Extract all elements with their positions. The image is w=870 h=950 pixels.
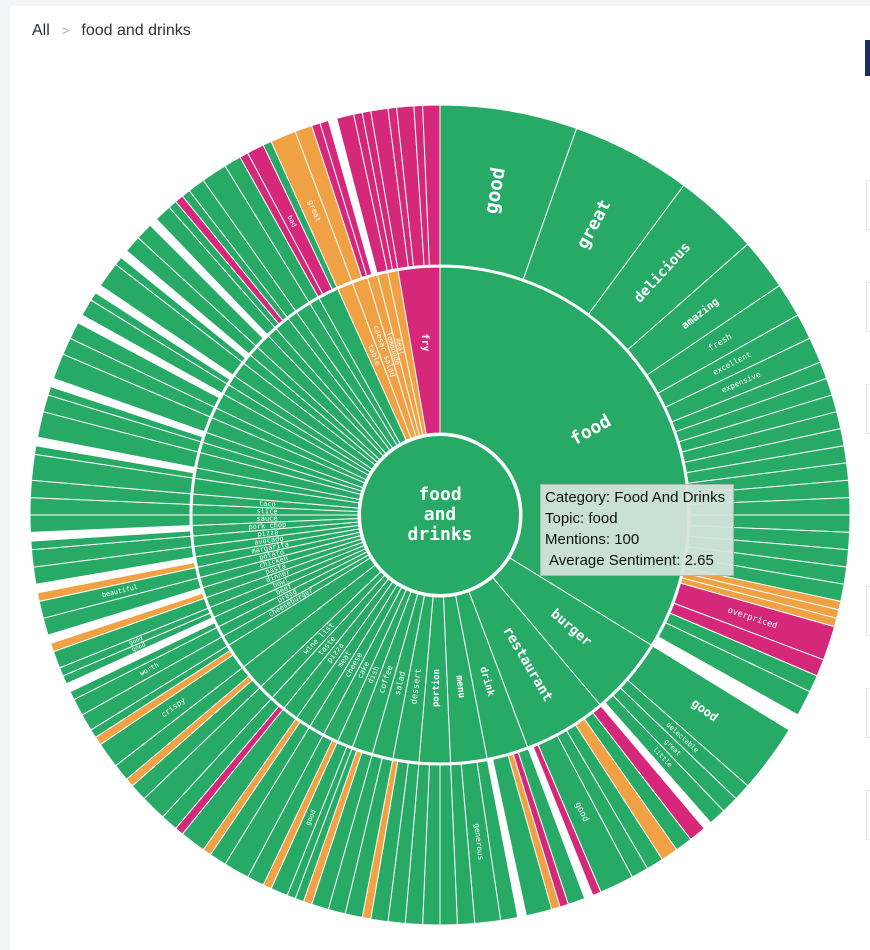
- word-slice: [532, 744, 602, 897]
- sidebar-card: [866, 688, 870, 738]
- sidebar-card: [866, 282, 870, 332]
- breadcrumb-current: food and drinks: [81, 22, 191, 39]
- word-slice: [137, 224, 264, 347]
- slice-label: sauce: [256, 514, 277, 522]
- tooltip-line: Average Sentiment: 2.65: [549, 552, 714, 569]
- slice-label: slice: [256, 507, 277, 515]
- word-slice: [69, 322, 220, 408]
- word-slice: [47, 386, 204, 443]
- word-slice: [30, 530, 192, 551]
- word-slice: [49, 592, 205, 653]
- sidebar-edge: [865, 40, 870, 76]
- slice-label: generous: [472, 823, 485, 861]
- word-slice: [29, 514, 191, 533]
- center-label: food: [418, 484, 461, 505]
- tooltip: Category: Food And Drinks Topic: food Me…: [540, 484, 735, 576]
- word-slice: [319, 119, 373, 277]
- breadcrumb-root[interactable]: All: [32, 22, 50, 39]
- tooltip-line: Category: Food And Drinks: [545, 489, 726, 506]
- word-slice: [422, 104, 441, 266]
- word-slice: [657, 622, 811, 716]
- slice-label: meal: [394, 338, 406, 356]
- slice-label: good: [129, 636, 144, 647]
- word-slice: [69, 622, 218, 701]
- slice-label: dessert: [409, 668, 424, 705]
- center-label: drinks: [407, 524, 472, 545]
- sidebar-card: [866, 384, 870, 434]
- word-slice: [492, 754, 553, 917]
- sidebar-card: [866, 586, 870, 636]
- slice-label: fry: [419, 333, 431, 352]
- breadcrumb: All > food and drinks: [32, 22, 191, 40]
- tooltip-line: Mentions: 100: [545, 531, 640, 548]
- slice-label: good: [131, 642, 146, 653]
- center-label: and: [424, 504, 457, 525]
- word-slice: [36, 561, 197, 602]
- tooltip-line: Topic: food: [545, 510, 618, 527]
- word-slice: [33, 445, 195, 479]
- center-circle: [359, 434, 521, 596]
- slice-label: pizza: [257, 528, 279, 538]
- breadcrumb-separator: >: [61, 23, 70, 38]
- sidebar-card: [866, 790, 870, 840]
- slice-label: portion: [430, 669, 442, 707]
- word-slice: [604, 694, 725, 824]
- slice-label: pork chop: [248, 521, 286, 531]
- slice-label: taco: [259, 499, 276, 508]
- topic-slice: [397, 266, 441, 435]
- slice-label: menu: [453, 675, 467, 699]
- sidebar-card: [866, 180, 870, 230]
- word-slice: [90, 291, 231, 385]
- word-slice: [114, 256, 247, 363]
